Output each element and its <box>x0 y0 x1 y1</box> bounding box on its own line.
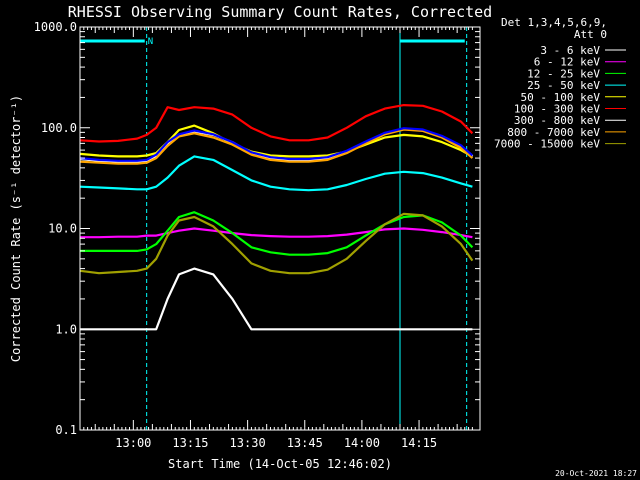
legend-label: 6 - 12 keV <box>534 56 601 69</box>
legend-header: Det 1,3,4,5,6,9, <box>501 16 607 29</box>
y-axis-label: Corrected Count Rate (s⁻¹ detector⁻¹) <box>9 95 23 362</box>
legend-label: 25 - 50 keV <box>527 79 600 92</box>
legend-header: Att 0 <box>574 28 607 41</box>
series-line-4 <box>79 155 473 192</box>
y-tick-label: 10.0 <box>48 222 77 236</box>
x-tick-label: 14:00 <box>344 436 380 450</box>
legend-label: 300 - 800 keV <box>514 114 600 127</box>
series-line-5 <box>79 124 473 158</box>
legend-label: 800 - 7000 keV <box>507 126 600 139</box>
series-line-2 <box>80 227 473 239</box>
legend-label: 100 - 300 keV <box>514 103 600 116</box>
legend-label: 50 - 100 keV <box>521 91 601 104</box>
series-line-1 <box>80 267 473 331</box>
x-tick-label: 13:45 <box>287 436 323 450</box>
x-tick-label: 13:15 <box>172 436 208 450</box>
y-tick-label: 1.0 <box>55 322 77 336</box>
chart-title: RHESSI Observing Summary Count Rates, Co… <box>68 3 492 21</box>
top-bar-label: N <box>148 37 153 47</box>
y-tick-label: 1000.0 <box>34 20 77 34</box>
series-line-overlay <box>79 127 474 162</box>
y-tick-label: 100.0 <box>41 121 77 135</box>
plot-area: N <box>79 27 474 430</box>
legend-label: 7000 - 15000 keV <box>494 138 600 151</box>
axes: 1000.0 100.0 10.0 1.0 0.1 13:00 13:15 13:30 13:4… <box>9 20 481 450</box>
timestamp: 20-Oct-2021 18:27 <box>555 469 637 478</box>
x-tick-label: 13:00 <box>115 436 151 450</box>
series-line-9 <box>79 212 474 275</box>
y-tick-label: 0.1 <box>55 423 77 437</box>
series-line-6 <box>79 103 474 143</box>
series-line-3 <box>80 211 474 256</box>
x-tick-label: 14:15 <box>401 436 437 450</box>
x-tick-label: 13:30 <box>230 436 266 450</box>
legend-label: 12 - 25 keV <box>527 67 600 80</box>
axes-frame <box>79 26 481 431</box>
legend-label: 3 - 6 keV <box>540 44 600 57</box>
x-axis-label: Start Time (14-Oct-05 12:46:02) <box>168 457 392 471</box>
series-line-8 <box>79 128 474 165</box>
